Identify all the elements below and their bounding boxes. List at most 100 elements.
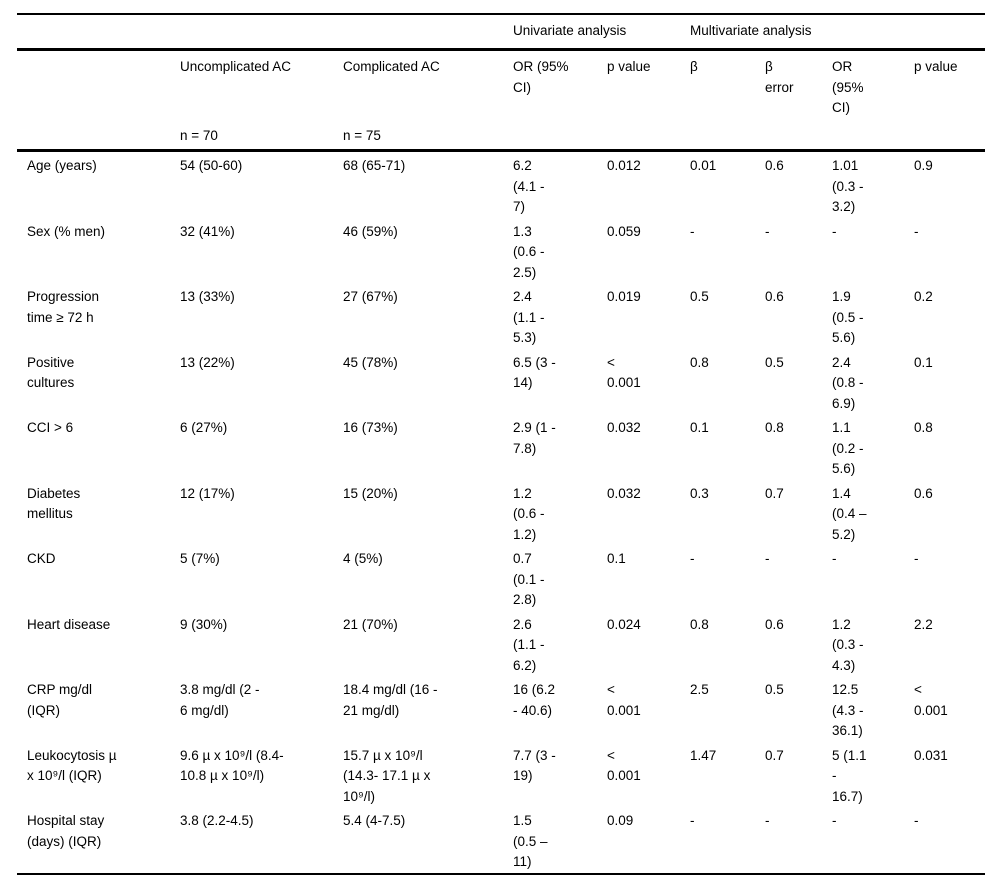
column-header-complicated: Complicated AC xyxy=(343,59,440,74)
cell-multi-or: 1.01 (0.3 - 3.2) xyxy=(832,158,864,214)
cell-uni-p: < 0.001 xyxy=(607,747,641,784)
cell-complicated: 27 (67%) xyxy=(343,289,398,304)
table-row: CRP mg/dl (IQR) 3.8 mg/dl (2 - 6 mg/dl) … xyxy=(17,676,985,742)
row-label: CKD xyxy=(27,551,56,566)
cell-uni-or: 1.2 (0.6 - 1.2) xyxy=(513,485,545,542)
cell-beta-error: 0.7 xyxy=(765,747,784,763)
cell-uncomplicated: 12 (17%) xyxy=(180,485,235,501)
n-row: n = 70 n = 75 xyxy=(17,123,986,152)
cell-multi-p: 0.9 xyxy=(914,158,933,173)
cell-beta-error: 0.6 xyxy=(765,158,784,173)
cell-uni-or: 2.6 (1.1 - 6.2) xyxy=(513,616,545,673)
column-header-multi-p: p value xyxy=(914,59,958,74)
table-row: CCI > 6 6 (27%) 16 (73%) 2.9 (1 - 7.8) 0… xyxy=(17,414,985,480)
cell-beta: 0.1 xyxy=(690,420,709,435)
cell-complicated: 18.4 mg/dl (16 - 21 mg/dl) xyxy=(343,682,438,718)
table-row: Sex (% men) 32 (41%) 46 (59%) 1.3 (0.6 -… xyxy=(17,218,985,284)
cell-complicated: 68 (65-71) xyxy=(343,158,406,173)
cell-beta: 0.01 xyxy=(690,158,717,173)
results-table: Univariate analysis Multivariate analysi… xyxy=(17,13,986,875)
cell-multi-p: < 0.001 xyxy=(914,682,948,718)
cell-beta: 2.5 xyxy=(690,682,709,697)
row-label: Age (years) xyxy=(27,158,97,173)
row-label: Sex (% men) xyxy=(27,223,106,239)
cell-uncomplicated: 13 (22%) xyxy=(180,354,235,370)
cell-uni-p: 0.1 xyxy=(607,551,626,566)
cell-beta: 0.5 xyxy=(690,289,709,304)
cell-uncomplicated: 32 (41%) xyxy=(180,223,235,239)
cell-complicated: 15.7 µ x 10⁹/l (14.3- 17.1 µ x 10⁹/l) xyxy=(343,747,431,804)
cell-multi-or: - xyxy=(832,223,837,239)
cell-beta-error: 0.5 xyxy=(765,354,784,370)
cell-uni-or: 2.4 (1.1 - 5.3) xyxy=(513,289,545,345)
cell-uni-or: 1.5 (0.5 – 11) xyxy=(513,813,548,869)
cell-multi-p: 0.031 xyxy=(914,747,948,763)
cell-multi-or: 5 (1.1 - 16.7) xyxy=(832,747,867,804)
column-header-label xyxy=(17,50,180,124)
cell-uncomplicated: 6 (27%) xyxy=(180,420,228,435)
cell-beta: 1.47 xyxy=(690,747,717,763)
column-header-uncomplicated: Uncomplicated AC xyxy=(180,59,292,74)
cell-uni-or: 2.9 (1 - 7.8) xyxy=(513,420,556,456)
cell-complicated: 21 (70%) xyxy=(343,616,398,632)
column-header-row: Uncomplicated AC Complicated AC OR (95% … xyxy=(17,50,985,124)
cell-multi-p: - xyxy=(914,551,919,566)
cell-beta: - xyxy=(690,223,695,239)
n-count-complicated: n = 75 xyxy=(343,123,513,152)
table-row: Heart disease 9 (30%) 21 (70%) 2.6 (1.1 … xyxy=(17,611,985,677)
row-label: Progression time ≥ 72 h xyxy=(27,289,100,325)
spacer-cell xyxy=(17,14,180,51)
spacer-cell xyxy=(765,123,832,152)
cell-uncomplicated: 3.8 mg/dl (2 - 6 mg/dl) xyxy=(180,682,260,718)
cell-beta: 0.3 xyxy=(690,485,709,501)
column-header-beta: β xyxy=(690,59,698,74)
table-row: Positive cultures 13 (22%) 45 (78%) 6.5 … xyxy=(17,349,985,415)
cell-multi-or: 1.1 (0.2 - 5.6) xyxy=(832,420,864,476)
table-row: CKD 5 (7%) 4 (5%) 0.7 (0.1 - 2.8) 0.1 - … xyxy=(17,545,985,611)
group-header-univariate: Univariate analysis xyxy=(513,14,690,51)
cell-complicated: 45 (78%) xyxy=(343,354,398,370)
cell-uni-p: 0.019 xyxy=(607,289,641,304)
spacer-cell xyxy=(607,123,690,152)
cell-uni-or: 6.2 (4.1 - 7) xyxy=(513,158,545,214)
cell-beta-error: - xyxy=(765,813,770,828)
cell-beta-error: 0.5 xyxy=(765,682,784,697)
cell-multi-p: 0.1 xyxy=(914,354,933,370)
cell-uni-p: 0.024 xyxy=(607,616,641,632)
spacer-cell xyxy=(914,123,986,152)
column-header-uni-or: OR (95% CI) xyxy=(513,59,569,95)
cell-uncomplicated: 3.8 (2.2-4.5) xyxy=(180,813,254,828)
cell-beta-error: 0.8 xyxy=(765,420,784,435)
spacer-cell xyxy=(513,123,607,152)
spacer-cell xyxy=(832,123,914,152)
table-row: Leukocytosis µ x 10⁹/l (IQR) 9.6 µ x 10⁹… xyxy=(17,742,985,808)
table-row: Hospital stay (days) (IQR) 3.8 (2.2-4.5)… xyxy=(17,807,985,874)
cell-uncomplicated: 13 (33%) xyxy=(180,289,235,304)
cell-complicated: 4 (5%) xyxy=(343,551,383,566)
group-header-row: Univariate analysis Multivariate analysi… xyxy=(17,14,986,51)
cell-uni-or: 7.7 (3 - 19) xyxy=(513,747,556,784)
cell-multi-p: 2.2 xyxy=(914,616,933,632)
cell-uni-p: 0.012 xyxy=(607,158,641,173)
cell-multi-or: 2.4 (0.8 - 6.9) xyxy=(832,354,864,411)
cell-multi-p: 0.8 xyxy=(914,420,933,435)
column-header-multi-or: OR (95% CI) xyxy=(832,59,864,115)
cell-uncomplicated: 5 (7%) xyxy=(180,551,220,566)
cell-multi-or: - xyxy=(832,551,837,566)
group-header-multivariate: Multivariate analysis xyxy=(690,14,986,51)
cell-complicated: 15 (20%) xyxy=(343,485,398,501)
cell-uncomplicated: 9.6 µ x 10⁹/l (8.4- 10.8 µ x 10⁹/l) xyxy=(180,747,284,784)
cell-multi-p: - xyxy=(914,813,919,828)
column-header-uni-p: p value xyxy=(607,59,651,74)
row-label: Hospital stay (days) (IQR) xyxy=(27,813,105,849)
cell-multi-or: 12.5 (4.3 - 36.1) xyxy=(832,682,864,738)
cell-multi-or: 1.2 (0.3 - 4.3) xyxy=(832,616,864,673)
n-count-uncomplicated: n = 70 xyxy=(180,123,343,152)
cell-multi-p: 0.6 xyxy=(914,485,933,501)
cell-multi-or: - xyxy=(832,813,837,828)
cell-multi-p: 0.2 xyxy=(914,289,933,304)
cell-beta-error: 0.7 xyxy=(765,485,784,501)
cell-beta: - xyxy=(690,551,695,566)
cell-beta: - xyxy=(690,813,695,828)
row-label: CCI > 6 xyxy=(27,420,74,435)
